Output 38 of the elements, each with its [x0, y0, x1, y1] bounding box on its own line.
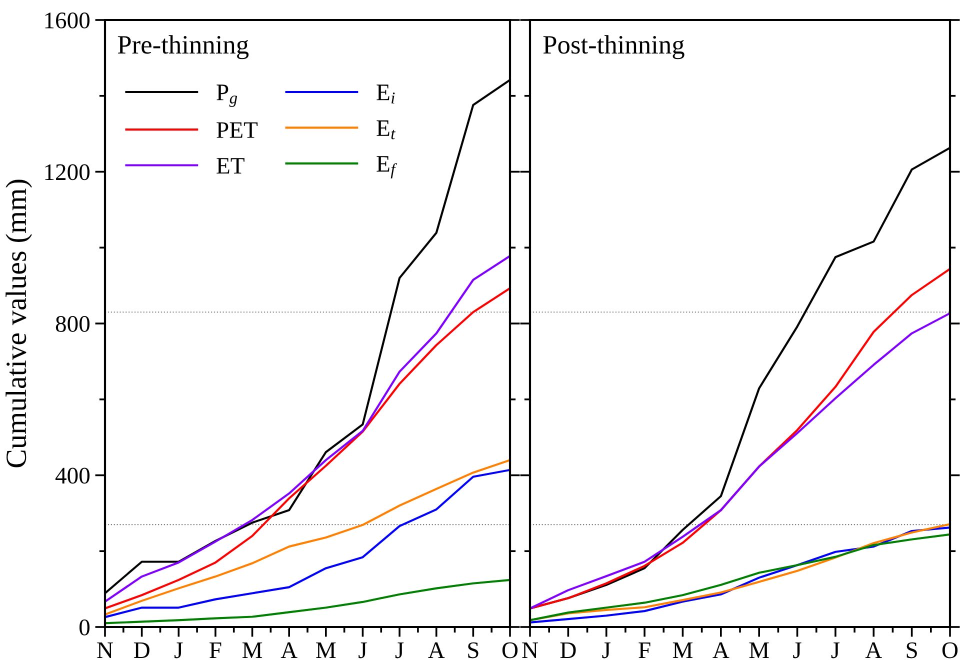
x-tick-label: J — [793, 642, 802, 658]
x-tick-label: D — [560, 642, 576, 658]
legend-label: E$_{f}$ — [376, 156, 398, 178]
x-tick-label: M — [242, 642, 262, 658]
y-axis-title: Cumulative values (mm) — [6, 180, 32, 468]
y-tick-label: 1200 — [45, 164, 90, 180]
legend-label: P$_{g}$ — [216, 84, 238, 107]
x-tick-label: A — [428, 642, 445, 658]
y-tick-label: 0 — [80, 619, 90, 636]
legend-label: E$_{i}$ — [376, 84, 395, 104]
x-tick-label: O — [942, 642, 958, 658]
x-tick-label: J — [602, 642, 610, 658]
x-tick-label: M — [316, 642, 336, 658]
x-tick-label: A — [712, 642, 730, 658]
x-tick-label: N — [97, 642, 113, 658]
y-tick-label: 800 — [56, 316, 90, 332]
legend-label: E$_{t}$ — [376, 120, 396, 140]
legend-label: PET — [216, 122, 258, 138]
x-tick-label: O — [502, 642, 518, 658]
legend-label: ET — [216, 158, 244, 174]
x-tick-label: N — [522, 642, 538, 658]
x-tick-label: S — [906, 642, 917, 658]
y-tick-label: 400 — [55, 468, 90, 484]
x-tick-label: J — [358, 642, 367, 658]
y-tick-label: 1600 — [45, 12, 90, 28]
x-tick-label: J — [395, 642, 404, 658]
text: Pre-thinning — [118, 35, 249, 60]
x-tick-label: F — [638, 642, 650, 658]
x-tick-label: M — [672, 642, 693, 658]
text: Post-thinning — [543, 35, 684, 60]
x-tick-label: M — [749, 642, 769, 658]
x-tick-label: D — [134, 642, 150, 658]
x-tick-label: F — [210, 642, 222, 658]
x-tick-label: A — [865, 642, 882, 658]
x-tick-label: S — [468, 642, 478, 658]
x-tick-label: J — [831, 642, 840, 658]
x-tick-label: J — [174, 642, 183, 658]
x-tick-label: A — [280, 642, 298, 658]
